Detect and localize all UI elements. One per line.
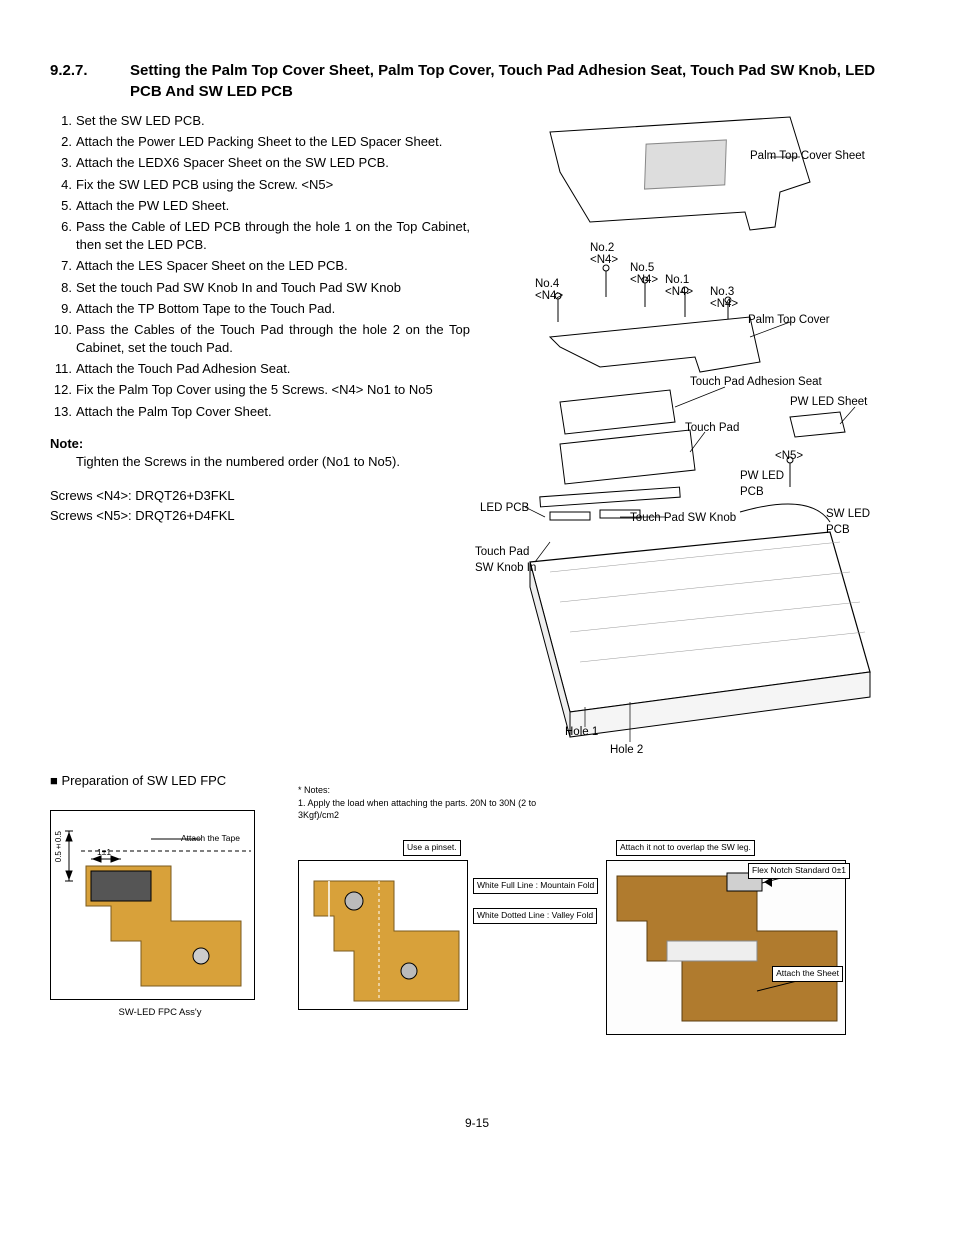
fpc-cell-1: 0.5±0.5 1±1 Attach the Tape SW-LED FPC A… [50,810,270,1019]
label-palm-top-cover: Palm Top Cover [748,312,830,328]
label-led-pcb: LED PCB [480,500,529,516]
fpc-cell-2: * Notes: 1. Apply the load when attachin… [298,810,578,1010]
label-touch-pad-sw-knob: Touch Pad SW Knob [630,510,736,526]
label-touch-pad-sw-knob-in: Touch Pad SW Knob In [475,544,536,576]
step-item: 10.Pass the Cables of the Touch Pad thro… [50,321,470,357]
step-item: 13.Attach the Palm Top Cover Sheet. [50,403,470,421]
label-hole1: Hole 1 [565,724,598,740]
fpc-assy-diagram: 0.5±0.5 1±1 Attach the Tape [50,810,255,1000]
dim-vertical: 0.5±0.5 [53,831,64,862]
screws-list: Screws <N4>: DRQT26+D3FKL Screws <N5>: D… [50,487,470,525]
label-touch-pad-adhesion-seat: Touch Pad Adhesion Seat [690,374,822,390]
box-use-pinset: Use a pinset. [403,840,461,856]
step-item: 4.Fix the SW LED PCB using the Screw. <N… [50,176,470,194]
label-n4: <N4> [710,296,738,312]
step-item: 2.Attach the Power LED Packing Sheet to … [50,133,470,151]
label-n4: <N4> [665,284,693,300]
label-attach-tape: Attach the Tape [181,833,240,845]
box-white-full: White Full Line : Mountain Fold [473,878,598,894]
dim-horizontal: 1±1 [97,847,111,859]
label-pw-led-sheet: PW LED Sheet [790,394,867,410]
step-item: 5.Attach the PW LED Sheet. [50,197,470,215]
section-title: 9.2.7. Setting the Palm Top Cover Sheet,… [50,60,904,102]
label-touch-pad: Touch Pad [685,420,739,436]
label-n4: <N4> [630,272,658,288]
step-item: 11.Attach the Touch Pad Adhesion Seat. [50,360,470,378]
box-attach-sheet: Attach the Sheet [772,966,843,982]
fpc-notes: * Notes: 1. Apply the load when attachin… [298,784,578,822]
label-n5: <N5> [775,448,803,464]
step-item: 8.Set the touch Pad SW Knob In and Touch… [50,279,470,297]
left-column: 1.Set the SW LED PCB. 2.Attach the Power… [50,112,470,752]
step-item: 6.Pass the Cable of LED PCB through the … [50,218,470,254]
step-item: 3.Attach the LEDX6 Spacer Sheet on the S… [50,154,470,172]
two-column-layout: 1.Set the SW LED PCB. 2.Attach the Power… [50,112,904,752]
label-n4: <N4> [535,288,563,304]
box-attach-not-overlap: Attach it not to overlap the SW leg. [616,840,755,856]
page-number: 9-15 [50,1115,904,1132]
screw-spec: Screws <N5>: DRQT26+D4FKL [50,507,470,525]
label-n4: <N4> [590,252,618,268]
box-flex-notch: Flex Notch Standard 0±1 [748,863,850,879]
label-pw-led-pcb: PW LED PCB [740,468,784,500]
exploded-diagram: Palm Top Cover Sheet No.2 <N4> No.5 No.4… [490,112,904,752]
step-item: 7.Attach the LES Spacer Sheet on the LED… [50,257,470,275]
fpc-cell-3: Attach it not to overlap the SW leg. Fle… [606,810,866,1035]
label-hole2: Hole 2 [610,742,643,758]
fpc-row: 0.5±0.5 1±1 Attach the Tape SW-LED FPC A… [50,810,904,1035]
step-item: 1.Set the SW LED PCB. [50,112,470,130]
steps-list: 1.Set the SW LED PCB. 2.Attach the Power… [50,112,470,421]
label-palm-top-cover-sheet: Palm Top Cover Sheet [750,148,865,164]
step-item: 12.Fix the Palm Top Cover using the 5 Sc… [50,381,470,399]
screw-spec: Screws <N4>: DRQT26+D3FKL [50,487,470,505]
section-text: Setting the Palm Top Cover Sheet, Palm T… [130,60,904,102]
note-body: Tighten the Screws in the numbered order… [50,453,470,471]
fpc-caption-1: SW-LED FPC Ass'y [50,1006,270,1019]
notes-star: * Notes: [298,784,578,797]
section-number: 9.2.7. [50,60,130,102]
fpc-photo-3: Flex Notch Standard 0±1 Attach the Sheet [606,860,846,1035]
notes-line-1: 1. Apply the load when attaching the par… [298,797,578,822]
step-item: 9.Attach the TP Bottom Tape to the Touch… [50,300,470,318]
note-heading: Note: [50,435,470,453]
fpc-photo-2 [298,860,468,1010]
label-sw-led-pcb: SW LED PCB [826,506,870,538]
box-white-dotted: White Dotted Line : Valley Fold [473,908,597,924]
